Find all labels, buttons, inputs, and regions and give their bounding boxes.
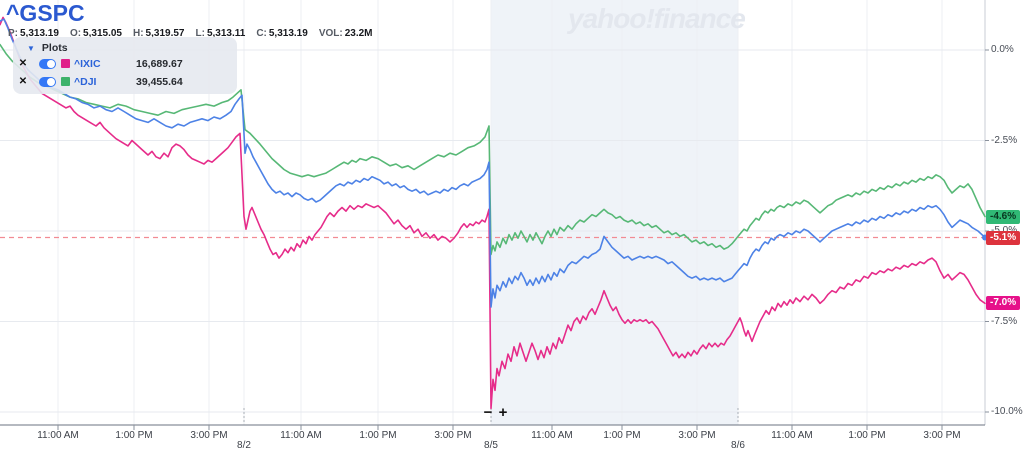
stat-value: 23.2M bbox=[344, 28, 373, 39]
collapse-triangle-icon[interactable]: ▼ bbox=[27, 43, 35, 53]
stat-value: 5,313.19 bbox=[268, 28, 308, 39]
stat-label: VOL: bbox=[318, 28, 343, 39]
x-axis-date-label: 8/5 bbox=[484, 440, 498, 451]
stat-item: P: 5,313.19 bbox=[8, 28, 59, 39]
x-axis-time-label: 1:00 PM bbox=[359, 430, 397, 441]
y-axis-label: 0.0% bbox=[991, 44, 1014, 55]
stat-value: 5,313.11 bbox=[206, 28, 246, 39]
plot-symbol[interactable]: ^IXIC bbox=[74, 57, 101, 70]
plots-legend-panel: ▼ Plots ✕ ^IXIC 16,689.67 ✕ ^DJI 39,455.64 bbox=[13, 37, 237, 94]
remove-plot-icon[interactable]: ✕ bbox=[18, 58, 28, 69]
x-axis-time-label: 1:00 PM bbox=[603, 430, 641, 441]
stat-label: O: bbox=[69, 28, 82, 39]
stat-value: 5,313.19 bbox=[20, 28, 59, 39]
x-axis-time-label: 3:00 PM bbox=[434, 430, 472, 441]
stat-value: 5,319.57 bbox=[145, 28, 185, 39]
toggle-knob bbox=[47, 59, 55, 68]
x-axis-time-label: 3:00 PM bbox=[678, 430, 716, 441]
stat-item: VOL: 23.2M bbox=[319, 28, 373, 39]
x-axis-time-label: 1:00 PM bbox=[115, 430, 153, 441]
session-shading-region bbox=[491, 0, 738, 425]
stat-value: 5,315.05 bbox=[83, 28, 122, 39]
stat-label: H: bbox=[132, 28, 144, 39]
last-value-badge-GSPC: -5.1% bbox=[986, 230, 1021, 245]
x-axis-time-label: 11:00 AM bbox=[37, 430, 79, 441]
plots-panel-title: Plots bbox=[41, 42, 68, 54]
stat-item: L: 5,313.11 bbox=[195, 28, 245, 39]
symbol-title: ^GSPC bbox=[6, 0, 85, 26]
plot-visibility-toggle[interactable] bbox=[39, 76, 56, 87]
y-axis-label: -7.5% bbox=[991, 315, 1018, 327]
stat-label: P: bbox=[8, 28, 18, 39]
stat-item: H: 5,319.57 bbox=[133, 28, 185, 39]
y-axis-label: -5.0% bbox=[991, 225, 1017, 236]
x-axis-time-label: 3:00 PM bbox=[923, 430, 961, 441]
series-line-DJI bbox=[0, 43, 986, 256]
plot-visibility-toggle[interactable] bbox=[39, 58, 56, 69]
series-line-GSPC bbox=[0, 18, 986, 308]
series-color-chip bbox=[61, 77, 70, 86]
last-value-badge-IXIC: -7.0% bbox=[986, 296, 1021, 311]
plot-row-IXIC: ✕ ^IXIC 16,689.67 bbox=[13, 55, 237, 72]
plot-row-DJI: ✕ ^DJI 39,455.64 bbox=[13, 73, 237, 90]
stat-label: C: bbox=[256, 28, 267, 39]
series-line-IXIC bbox=[0, 16, 986, 410]
stat-item: O: 5,315.05 bbox=[70, 28, 122, 39]
y-axis-label: -10.0% bbox=[991, 406, 1023, 417]
remove-plot-icon[interactable]: ✕ bbox=[18, 76, 28, 87]
plots-panel-header[interactable]: ▼ Plots bbox=[13, 37, 237, 54]
x-axis-time-label: 11:00 AM bbox=[531, 430, 573, 441]
x-axis-date-label: 8/2 bbox=[237, 440, 251, 451]
plot-last-value: 16,689.67 bbox=[136, 57, 183, 70]
toggle-knob bbox=[47, 77, 55, 86]
x-axis-time-label: 1:00 PM bbox=[848, 430, 886, 441]
zoom-in-button[interactable]: + bbox=[498, 404, 508, 421]
series-color-chip bbox=[61, 59, 70, 68]
y-axis-label: -2.5% bbox=[991, 134, 1018, 146]
x-axis-time-label: 11:00 AM bbox=[771, 430, 813, 441]
plot-last-value: 39,455.64 bbox=[136, 75, 183, 88]
x-axis-time-label: 11:00 AM bbox=[280, 430, 322, 441]
last-value-badge-DJI: -4.6% bbox=[986, 209, 1021, 224]
plot-symbol[interactable]: ^DJI bbox=[74, 75, 97, 88]
stat-label: L: bbox=[195, 28, 205, 39]
zoom-out-button[interactable]: − bbox=[483, 404, 493, 421]
stat-item: C: 5,313.19 bbox=[256, 28, 308, 39]
x-axis-time-label: 3:00 PM bbox=[190, 430, 228, 441]
ohlc-stats-row: P: 5,313.19 O: 5,315.05 H: 5,319.57 L: 5,313.11… bbox=[8, 28, 373, 39]
yahoo-finance-watermark: yahoo!finance bbox=[568, 3, 746, 34]
x-axis-date-label: 8/6 bbox=[731, 440, 745, 451]
